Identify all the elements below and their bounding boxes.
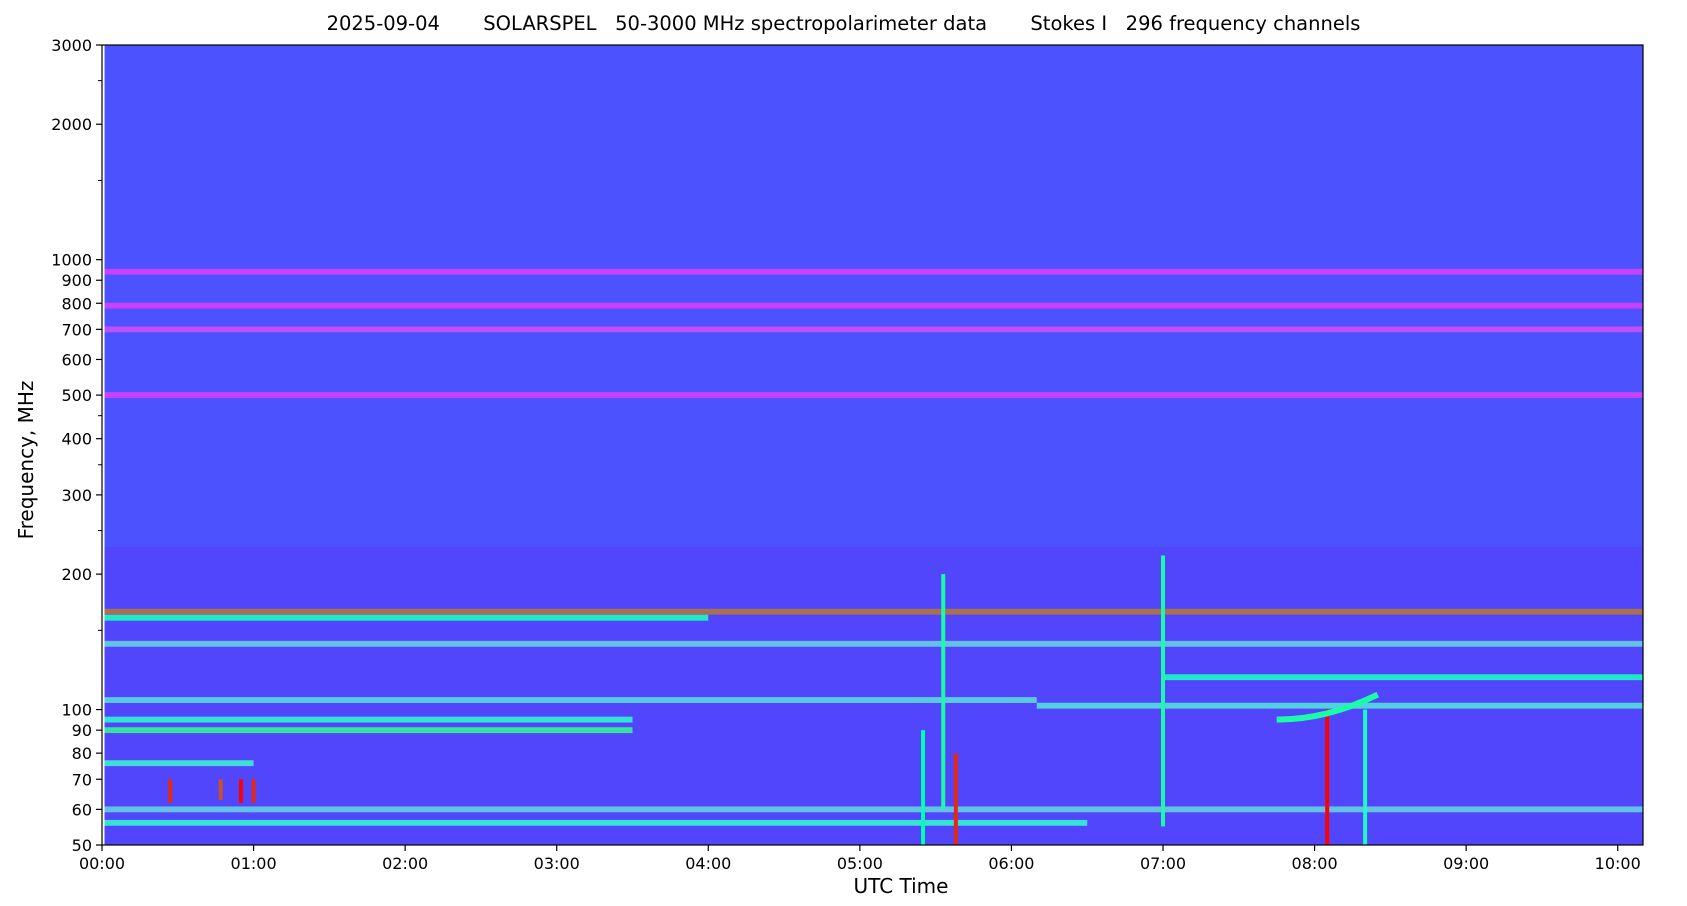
- y-tick-label-16: 3000: [51, 36, 92, 55]
- heatmap-band-10: [104, 716, 633, 723]
- heatmap-band-9: [104, 727, 633, 734]
- heatmap-band-12: [104, 819, 1088, 826]
- heatmap-burst-17: [238, 779, 243, 803]
- heatmap-burst-19: [921, 730, 926, 845]
- axes-frame: [101, 44, 1644, 846]
- y-tick-label-7: 300: [61, 486, 92, 505]
- heatmap-band-4: [104, 608, 1643, 615]
- heatmap-band-6: [104, 697, 1037, 703]
- y-tick-label-13: 900: [61, 271, 92, 290]
- heatmap-band-1: [104, 302, 1643, 309]
- heatmap-burst-21: [953, 753, 958, 845]
- heatmap-drift-25: [1276, 691, 1380, 723]
- y-tick-label-8: 400: [61, 430, 92, 449]
- y-tick-label-11: 700: [61, 320, 92, 339]
- heatmap-band-7: [1036, 702, 1643, 709]
- heatmap-band-13: [104, 806, 1643, 813]
- y-tick-label-12: 800: [61, 294, 92, 313]
- heatmap: [102, 45, 1643, 845]
- x-tick-label-10: 10:00: [1595, 854, 1641, 873]
- y-tick-label-6: 200: [61, 565, 92, 584]
- y-tick-label-14: 1000: [51, 251, 92, 270]
- y-tick-label-1: 60: [72, 800, 92, 819]
- chart-title: 2025-09-04 SOLARSPEL 50-3000 MHz spectro…: [326, 12, 1361, 35]
- heatmap-band-5: [104, 614, 709, 621]
- heatmap-burst-15: [168, 779, 173, 803]
- x-tick-label-1: 01:00: [231, 854, 277, 873]
- heatmap-low-band-region: [104, 546, 1643, 845]
- heatmap-band-0: [104, 268, 1643, 275]
- x-tick-label-8: 08:00: [1292, 854, 1338, 873]
- heatmap-band-3: [104, 392, 1643, 399]
- y-tick-label-5: 100: [61, 701, 92, 720]
- x-tick-label-7: 07:00: [1140, 854, 1186, 873]
- heatmap-burst-20: [941, 574, 946, 810]
- heatmap-band-11: [104, 760, 254, 767]
- x-tick-label-0: 00:00: [79, 854, 125, 873]
- y-tick-label-15: 2000: [51, 115, 92, 134]
- x-tick-label-5: 05:00: [837, 854, 883, 873]
- x-tick-label-4: 04:00: [685, 854, 731, 873]
- x-tick-label-9: 09:00: [1443, 854, 1489, 873]
- y-tick-label-2: 70: [72, 770, 92, 789]
- x-tick-label-6: 06:00: [988, 854, 1034, 873]
- heatmap-band-8: [1163, 674, 1643, 681]
- x-tick-label-2: 02:00: [382, 854, 428, 873]
- y-tick-label-9: 500: [61, 386, 92, 405]
- y-tick-label-0: 50: [72, 836, 92, 855]
- x-tick-label-3: 03:00: [534, 854, 580, 873]
- heatmap-burst-22: [1161, 555, 1166, 827]
- x-axis-label: UTC Time: [853, 874, 949, 898]
- y-axis-label: Frequency, MHz: [14, 380, 38, 540]
- y-tick-label-4: 90: [72, 721, 92, 740]
- y-tick-label-3: 80: [72, 744, 92, 763]
- heatmap-burst-24: [1363, 709, 1368, 845]
- heatmap-burst-16: [218, 779, 223, 800]
- heatmap-band-2: [104, 326, 1643, 333]
- heatmap-band-14: [104, 640, 1643, 647]
- y-tick-label-10: 600: [61, 350, 92, 369]
- heatmap-burst-23: [1325, 709, 1330, 845]
- heatmap-burst-18: [251, 779, 256, 803]
